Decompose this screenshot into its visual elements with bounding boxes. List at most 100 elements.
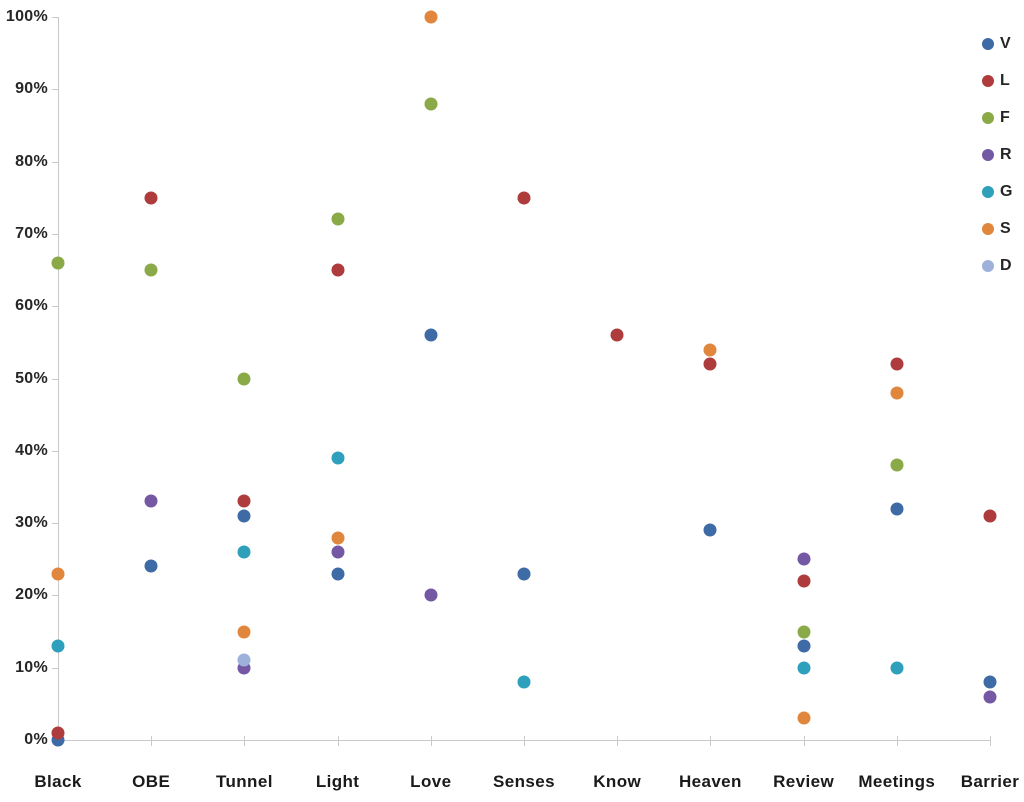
legend-item-S: S — [982, 219, 1022, 239]
legend-label-R: R — [1000, 146, 1012, 163]
legend-item-V: V — [982, 34, 1022, 54]
x-axis-label: Know — [593, 772, 642, 791]
x-axis-tick — [524, 736, 525, 746]
legend-item-G: G — [982, 182, 1022, 202]
data-point-F-review — [797, 625, 811, 639]
x-axis-tick — [151, 736, 153, 746]
x-axis-label: Tunnel — [215, 772, 273, 791]
y-axis-tick — [52, 233, 58, 235]
data-point-L-review — [797, 574, 811, 588]
data-point-L-tunnel — [237, 494, 251, 508]
data-point-F-tunnel — [237, 372, 251, 385]
data-point-S-black — [51, 567, 65, 581]
legend-swatch-G — [982, 186, 994, 198]
x-axis-tick — [710, 736, 712, 746]
y-axis-tick — [52, 306, 58, 308]
data-point-V-obe — [144, 559, 158, 573]
x-axis-tick — [244, 736, 246, 746]
x-axis-label: Love — [410, 772, 452, 791]
legend-swatch-V — [982, 38, 994, 50]
data-point-V-barrier — [983, 675, 997, 689]
x-axis-label: Senses — [493, 772, 555, 791]
x-axis-label: Light — [315, 772, 360, 791]
legend-item-D: D — [982, 256, 1022, 276]
data-point-F-meetings — [890, 458, 904, 472]
data-point-L-senses — [517, 191, 531, 205]
y-axis-label: 90% — [15, 80, 48, 98]
data-point-L-heaven — [703, 357, 717, 371]
legend-label-S: S — [1000, 220, 1011, 237]
data-point-V-meetings — [890, 502, 904, 516]
data-point-G-meetings — [890, 661, 904, 675]
data-point-V-tunnel — [237, 509, 251, 523]
legend-item-L: L — [982, 71, 1022, 91]
data-point-S-heaven — [703, 343, 717, 357]
y-axis-label: 80% — [15, 152, 48, 170]
legend-swatch-F — [982, 112, 994, 124]
y-axis-label: 10% — [15, 658, 48, 676]
y-axis-tick — [52, 89, 58, 91]
data-point-G-black — [51, 639, 65, 653]
data-point-F-love — [424, 97, 438, 111]
y-axis-tick — [52, 161, 58, 163]
y-axis-tick — [52, 17, 58, 18]
data-point-R-obe — [144, 494, 158, 508]
y-axis-label: 70% — [15, 224, 48, 242]
x-axis-label: OBE — [132, 772, 171, 791]
data-point-R-barrier — [983, 690, 997, 704]
data-point-R-light — [331, 545, 345, 559]
legend-label-F: F — [1000, 109, 1010, 126]
data-point-L-light — [331, 263, 345, 277]
y-axis-tick — [52, 450, 58, 452]
legend-label-V: V — [1000, 35, 1011, 52]
y-axis-label: 50% — [15, 369, 48, 387]
data-point-S-meetings — [890, 386, 904, 400]
x-axis-label: Heaven — [678, 772, 742, 791]
y-axis — [58, 17, 59, 740]
legend-label-D: D — [1000, 257, 1012, 274]
data-point-L-obe — [144, 191, 158, 205]
data-point-G-review — [797, 661, 811, 675]
x-axis-label: Meetings — [858, 772, 936, 791]
data-point-V-love — [424, 328, 438, 342]
legend-label-L: L — [1000, 72, 1010, 89]
data-point-V-light — [331, 567, 345, 581]
x-axis-tick — [430, 736, 432, 746]
data-point-F-light — [331, 212, 345, 226]
legend-swatch-R — [982, 149, 994, 161]
y-axis-label: 60% — [15, 297, 48, 315]
y-axis-tick — [52, 523, 58, 525]
x-axis-label: Black — [34, 772, 82, 791]
x-axis-tick — [896, 736, 898, 746]
y-axis-label: 30% — [15, 514, 48, 532]
data-point-G-light — [331, 451, 345, 465]
data-point-G-tunnel — [237, 545, 251, 559]
data-point-L-meetings — [890, 357, 904, 371]
x-axis-tick — [990, 736, 991, 746]
data-point-F-black — [51, 256, 65, 270]
y-axis-label: 0% — [24, 731, 48, 748]
y-axis-label: 40% — [15, 441, 48, 459]
legend-swatch-S — [982, 223, 994, 235]
legend-label-G: G — [1000, 183, 1013, 200]
y-axis-label: 20% — [15, 586, 48, 604]
y-axis-tick — [52, 595, 58, 597]
y-axis-tick — [52, 378, 58, 380]
data-point-L-barrier — [983, 509, 997, 523]
data-point-V-senses — [517, 567, 531, 581]
x-axis-label: Barrier — [960, 772, 1020, 791]
x-axis-label: Review — [773, 772, 835, 791]
x-axis-tick — [617, 736, 619, 746]
x-axis-tick — [803, 736, 805, 746]
data-point-F-obe — [144, 263, 158, 277]
data-point-S-tunnel — [237, 625, 251, 639]
data-point-S-review — [797, 711, 811, 725]
y-axis-label: 100% — [5, 8, 48, 25]
y-axis-tick — [52, 667, 58, 669]
legend-swatch-L — [982, 75, 994, 87]
data-point-R-review — [797, 552, 811, 566]
data-point-L-know — [610, 328, 624, 342]
data-point-G-senses — [517, 675, 531, 689]
